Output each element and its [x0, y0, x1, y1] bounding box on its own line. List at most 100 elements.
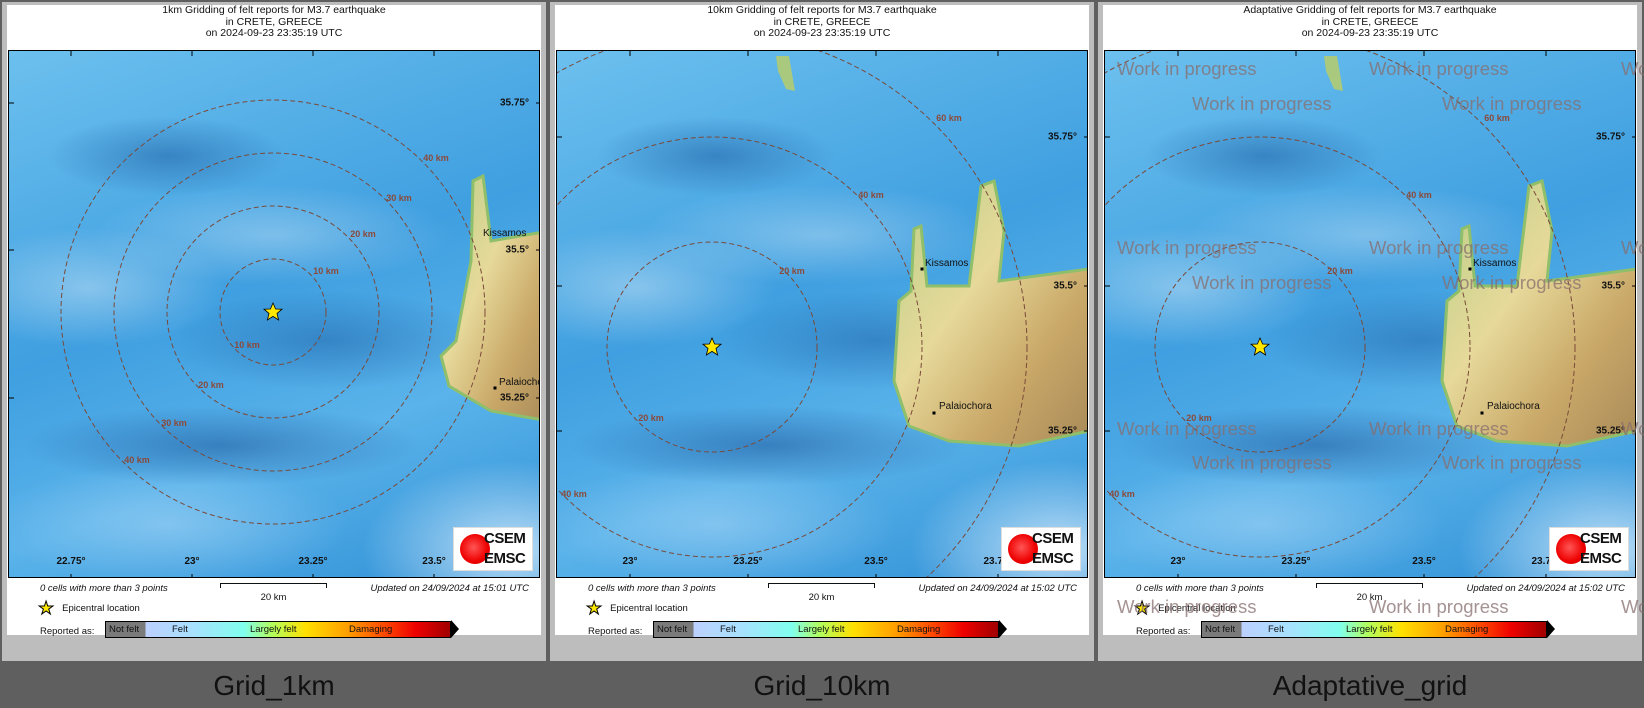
- distance-ring: [1105, 136, 1471, 558]
- scale-label: 20 km: [1356, 592, 1383, 603]
- ring-distance-label: 10 km: [313, 266, 339, 276]
- town-marker: [1480, 411, 1484, 415]
- intensity-colorbar: Not felt Felt Largely felt Damaging: [653, 621, 999, 638]
- title-line: 1km Gridding of felt reports for M3.7 ea…: [162, 4, 386, 16]
- distance-ring: [219, 258, 327, 366]
- longitude-label: 22.75°: [56, 556, 86, 567]
- figure-title: 1km Gridding of felt reports for M3.7 ea…: [0, 4, 548, 40]
- ring-distance-label: 30 km: [161, 418, 187, 428]
- panel-caption: Grid_1km: [213, 670, 335, 701]
- epicenter-legend-label: Epicentral location: [62, 602, 140, 614]
- latitude-label: 35.75°: [1595, 131, 1625, 143]
- title-line: Adaptative Gridding of felt reports for …: [1243, 4, 1497, 16]
- ring-distance-label: 40 km: [561, 489, 587, 499]
- globe-icon: [460, 534, 490, 564]
- logo-text: EMSC: [1032, 550, 1074, 567]
- figure-title: 10km Gridding of felt reports for M3.7 e…: [548, 4, 1096, 40]
- globe-icon: [1008, 534, 1038, 564]
- epicenter-star-icon[interactable]: [1249, 336, 1271, 356]
- epicenter-star-icon[interactable]: [262, 301, 284, 321]
- shaded-relief-map[interactable]: 10 km 20 km 30 km 40 km 10 km 20 km 30 km 40 km…: [8, 50, 540, 578]
- reported-as-label: Reported as:: [40, 626, 95, 637]
- longitude-label: 23.75°: [983, 556, 1013, 567]
- place-label: Palaiochora: [939, 401, 992, 412]
- csem-emsc-logo: CSEM EMSC: [453, 527, 533, 571]
- map-panel: 10km Gridding of felt reports for M3.7 e…: [548, 0, 1096, 708]
- longitude-label: 23.75°: [1531, 556, 1561, 567]
- colorbar-arrow: [1547, 620, 1555, 638]
- title-line: 10km Gridding of felt reports for M3.7 e…: [707, 4, 937, 16]
- latitude-label: 35.5°: [505, 244, 529, 256]
- globe-icon: [1556, 534, 1586, 564]
- title-line: on 2024-09-23 23:35:19 UTC: [205, 27, 343, 39]
- colorbar-label: Largely felt: [1346, 624, 1393, 635]
- colorbar-label: Felt: [720, 624, 736, 635]
- distance-ring: [166, 205, 380, 419]
- title-line: in CRETE, GREECE: [773, 15, 871, 28]
- map-overlay: [1105, 51, 1635, 577]
- colorbar-label: Not felt: [1205, 624, 1236, 635]
- place-label: Palaiochora: [499, 377, 539, 388]
- updated-timestamp: Updated on 24/09/2024 at 15:01 UTC: [370, 583, 529, 594]
- ring-distance-label: 20 km: [350, 229, 376, 239]
- longitude-label: 23°: [184, 556, 200, 567]
- logo-text: EMSC: [484, 550, 526, 567]
- logo-text: CSEM: [484, 530, 526, 547]
- updated-timestamp: Updated on 24/09/2024 at 15:02 UTC: [1466, 583, 1625, 594]
- land-crete: [892, 178, 1087, 448]
- star-icon: ★: [585, 598, 603, 618]
- town-marker: [493, 386, 497, 390]
- longitude-label: 23.5°: [1412, 556, 1436, 567]
- land-island: [1324, 56, 1343, 91]
- latitude-label: 35.25°: [1595, 425, 1625, 437]
- shaded-relief-map[interactable]: 20 km 40 km 60 km 20 km 40 km Kissamos Palaio…: [556, 50, 1088, 578]
- ring-distance-label: 20 km: [198, 380, 224, 390]
- title-line: on 2024-09-23 23:35:19 UTC: [753, 27, 891, 39]
- map-panel: 1km Gridding of felt reports for M3.7 ea…: [0, 0, 548, 708]
- title-line: in CRETE, GREECE: [1321, 15, 1419, 28]
- place-label: Kissamos: [1473, 258, 1517, 269]
- ring-distance-label: 60 km: [1484, 113, 1510, 123]
- epicenter-star-icon[interactable]: [701, 336, 723, 356]
- map-overlay: [9, 51, 539, 577]
- logo-text: EMSC: [1580, 550, 1622, 567]
- distance-ring: [1154, 241, 1366, 453]
- logo-text: CSEM: [1580, 530, 1622, 547]
- map-overlay: [557, 51, 1087, 577]
- intensity-colorbar: Not felt Felt Largely felt Damaging: [105, 621, 451, 638]
- ring-distance-label: 40 km: [1109, 489, 1135, 499]
- longitude-label: 23.5°: [422, 556, 446, 567]
- place-label: Kissamos: [483, 228, 527, 239]
- distance-ring: [557, 136, 923, 558]
- reported-as-label: Reported as:: [1136, 626, 1191, 637]
- place-label: Kissamos: [925, 258, 969, 269]
- title-line: on 2024-09-23 23:35:19 UTC: [1301, 27, 1439, 39]
- town-marker: [932, 411, 936, 415]
- panel-caption: Adaptative_grid: [1272, 670, 1468, 701]
- title-line: in CRETE, GREECE: [225, 15, 323, 28]
- ring-distance-label: 30 km: [386, 193, 412, 203]
- shaded-relief-map[interactable]: 20 km 40 km 60 km 20 km 40 km Kissamos Palaio…: [1104, 50, 1636, 578]
- distance-ring: [606, 241, 818, 453]
- colorbar-label: Largely felt: [798, 624, 845, 635]
- ring-distance-label: 40 km: [423, 153, 449, 163]
- land-crete: [1440, 178, 1635, 448]
- ring-distance-label: 40 km: [858, 190, 884, 200]
- distance-ring: [113, 152, 433, 472]
- csem-emsc-logo: CSEM EMSC: [1549, 527, 1629, 571]
- ring-distance-label: 60 km: [936, 113, 962, 123]
- csem-emsc-logo: CSEM EMSC: [1001, 527, 1081, 571]
- scale-label: 20 km: [808, 592, 835, 603]
- scale-label: 20 km: [260, 592, 287, 603]
- latitude-label: 35.75°: [1047, 131, 1077, 143]
- colorbar-label: Not felt: [109, 624, 140, 635]
- epicenter-legend-label: Epicentral location: [610, 602, 688, 614]
- latitude-label: 35.5°: [1053, 280, 1077, 292]
- ring-distance-label: 20 km: [779, 266, 805, 276]
- cells-count: 0 cells with more than 3 points: [40, 583, 168, 594]
- town-marker: [920, 267, 924, 271]
- map-panel: Adaptative Gridding of felt reports for …: [1096, 0, 1644, 708]
- colorbar-label: Largely felt: [250, 624, 297, 635]
- longitude-label: 23.5°: [864, 556, 888, 567]
- ring-distance-label: 10 km: [234, 340, 260, 350]
